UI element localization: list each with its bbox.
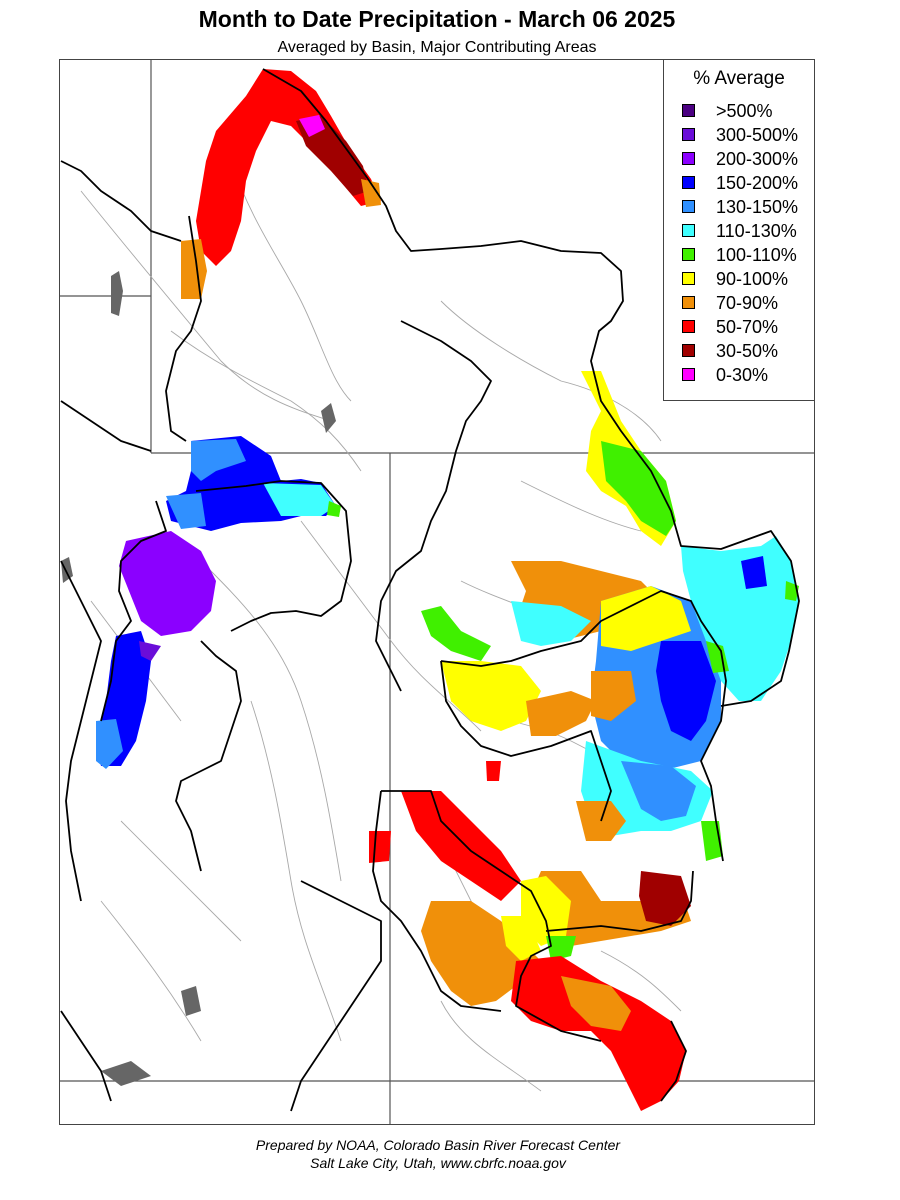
water-bodies	[61, 271, 336, 1086]
map-subtitle: Averaged by Basin, Major Contributing Ar…	[277, 39, 597, 56]
legend-swatch	[682, 272, 695, 285]
basin-map	[60, 60, 814, 1124]
legend-label: 100-110%	[716, 245, 797, 265]
legend-swatch	[682, 248, 695, 261]
legend-swatch	[682, 176, 695, 189]
legend-swatch	[682, 152, 695, 165]
legend-label: 30-50%	[716, 341, 779, 361]
legend-swatch	[682, 320, 695, 333]
footer-credit: Prepared by NOAA, Colorado Basin River F…	[255, 1137, 621, 1153]
legend-label: >500%	[716, 101, 773, 121]
legend-swatch	[682, 224, 695, 237]
legend-label: 50-70%	[716, 317, 779, 337]
precip-regions	[96, 69, 799, 1111]
legend-label: 300-500%	[716, 125, 799, 145]
legend-swatch	[682, 296, 695, 309]
legend-label: 0-30%	[716, 365, 769, 385]
legend-label: 130-150%	[716, 197, 799, 217]
map-area	[59, 59, 815, 1125]
basin-outlines	[60, 68, 800, 1112]
legend-swatch	[682, 200, 695, 213]
legend-label: 90-100%	[716, 269, 789, 289]
legend-swatch	[682, 344, 695, 357]
legend-label: 110-130%	[716, 221, 797, 241]
legend: % Average >500% 300-500% 200-300% 150-20…	[663, 59, 815, 401]
legend-label: 150-200%	[716, 173, 799, 193]
legend-label: 70-90%	[716, 293, 779, 313]
legend-swatch	[682, 128, 695, 141]
legend-label: 200-300%	[716, 149, 799, 169]
legend-swatch	[682, 104, 695, 117]
map-title: Month to Date Precipitation - March 06 2…	[198, 6, 676, 32]
footer-location: Salt Lake City, Utah, www.cbrfc.noaa.gov	[310, 1155, 566, 1171]
legend-title: % Average	[693, 68, 785, 89]
legend-swatch	[682, 368, 695, 381]
